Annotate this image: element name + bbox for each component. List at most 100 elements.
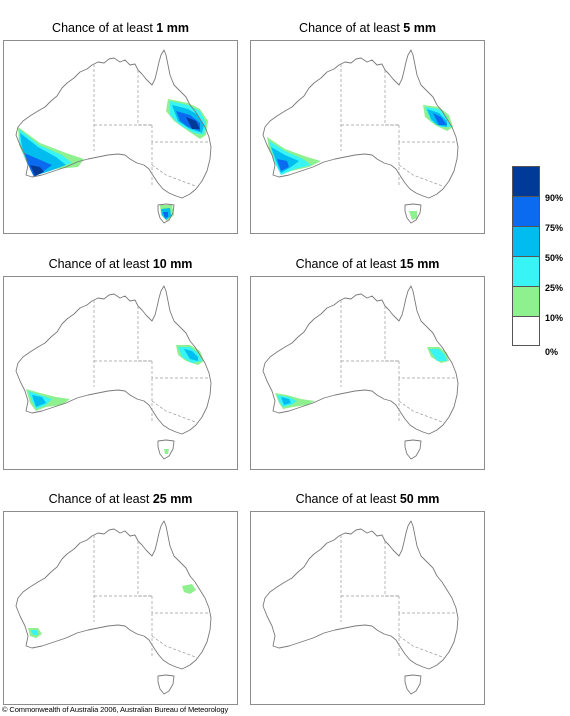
legend-label-75: 75% (545, 223, 564, 233)
zone-sw-25 (31, 630, 38, 635)
mainland-coastline (15, 520, 212, 670)
legend-swatch-90 (512, 166, 540, 196)
zone-ne-75 (433, 113, 447, 125)
coastline (15, 49, 212, 224)
zone-ne-50 (184, 349, 198, 361)
title-amount: 50 mm (399, 492, 440, 506)
zone-tas-10 (409, 211, 417, 220)
panel-title-1mm: Chance of at least 1 mm (3, 21, 238, 36)
title-amount: 15 mm (399, 257, 440, 271)
coastline (15, 520, 212, 695)
legend-swatch-10 (512, 286, 540, 316)
border-nt-qld (384, 306, 399, 362)
legend: 90% 75% 50% 25% 10% 0% (512, 166, 570, 357)
title-prefix: Chance of at least (52, 21, 157, 35)
title-amount: 25 mm (152, 492, 193, 506)
australia-map (262, 49, 459, 224)
rain-zones (267, 105, 453, 220)
border-nsw-vic (151, 164, 199, 188)
rain-zones (26, 345, 204, 454)
border-nsw-vic (398, 635, 446, 659)
title-amount: 10 mm (152, 257, 193, 271)
rain-zones (275, 347, 449, 409)
state-borders (340, 64, 455, 188)
state-borders (340, 300, 455, 424)
panel-title-50mm: Chance of at least 50 mm (250, 492, 485, 507)
australia-map (15, 49, 212, 224)
map-panel-5mm (250, 40, 485, 234)
legend-label-50: 50% (545, 253, 564, 263)
border-nsw-vic (398, 400, 446, 424)
legend-label-90: 90% (545, 193, 564, 203)
tasmania-coastline (404, 439, 422, 460)
coastline (262, 49, 459, 224)
border-nt-qld (384, 541, 399, 597)
title-prefix: Chance of at least (295, 492, 400, 506)
panel-title-25mm: Chance of at least 25 mm (3, 492, 238, 507)
mainland-coastline (15, 49, 212, 199)
zone-sw-50 (271, 147, 299, 173)
border-sa-qld (151, 596, 208, 614)
state-borders (93, 535, 208, 659)
state-borders (340, 535, 455, 659)
map-panel-15mm (250, 276, 485, 470)
zone-sw-75 (24, 153, 52, 177)
border-nt-qld (137, 70, 152, 126)
title-amount: 1 mm (156, 21, 189, 35)
tasmania-coastline (404, 674, 422, 695)
state-borders (93, 300, 208, 424)
legend-label-0: 0% (545, 347, 559, 357)
tasmania-coastline (157, 203, 175, 224)
legend-swatch-0 (512, 316, 540, 346)
zone-sw-50 (281, 397, 291, 405)
title-prefix: Chance of at least (295, 257, 400, 271)
legend-swatch-25 (512, 256, 540, 286)
coastline (15, 285, 212, 460)
legend-label-25: 25% (545, 283, 564, 293)
map-panel-25mm (3, 511, 238, 705)
zone-sw-75 (277, 159, 289, 171)
legend-swatch-75 (512, 196, 540, 226)
border-nt-qld (137, 541, 152, 597)
panel-title-5mm: Chance of at least 5 mm (250, 21, 485, 36)
panel-title-15mm: Chance of at least 15 mm (250, 257, 485, 272)
border-nt-qld (384, 70, 399, 126)
title-prefix: Chance of at least (48, 257, 153, 271)
zone-sw-90 (30, 165, 44, 176)
zone-sw-50 (32, 395, 46, 407)
coastline (262, 520, 459, 695)
tasmania-coastline (157, 674, 175, 695)
australia-map (15, 520, 212, 695)
map-panel-50mm (250, 511, 485, 705)
rain-zones (28, 584, 196, 638)
zone-ne-10 (182, 584, 196, 594)
border-sa-qld (398, 361, 455, 379)
title-amount: 5 mm (403, 21, 436, 35)
map-panel-1mm (3, 40, 238, 234)
tasmania-coastline (404, 203, 422, 224)
border-nsw-vic (151, 635, 199, 659)
mainland-coastline (15, 285, 212, 435)
title-prefix: Chance of at least (299, 21, 404, 35)
tasmania-coastline (157, 439, 175, 460)
copyright-notice: © Commonwealth of Australia 2006, Austra… (2, 705, 229, 714)
map-panel-10mm (3, 276, 238, 470)
mainland-coastline (262, 285, 459, 435)
rain-zones (18, 99, 208, 221)
australia-map (262, 285, 459, 460)
mainland-coastline (262, 520, 459, 670)
legend-swatch-50 (512, 226, 540, 256)
panel-title-10mm: Chance of at least 10 mm (3, 257, 238, 272)
border-nt-qld (137, 306, 152, 362)
zone-ne-90 (186, 117, 200, 129)
title-prefix: Chance of at least (48, 492, 153, 506)
zone-tas-10 (164, 449, 169, 454)
border-nsw-vic (398, 164, 446, 188)
zone-ne-25 (429, 349, 447, 361)
border-nsw-vic (151, 400, 199, 424)
zone-tas-75 (163, 212, 168, 218)
australia-map (15, 285, 212, 460)
border-sa-qld (398, 596, 455, 614)
australia-map (262, 520, 459, 695)
mainland-coastline (262, 49, 459, 199)
